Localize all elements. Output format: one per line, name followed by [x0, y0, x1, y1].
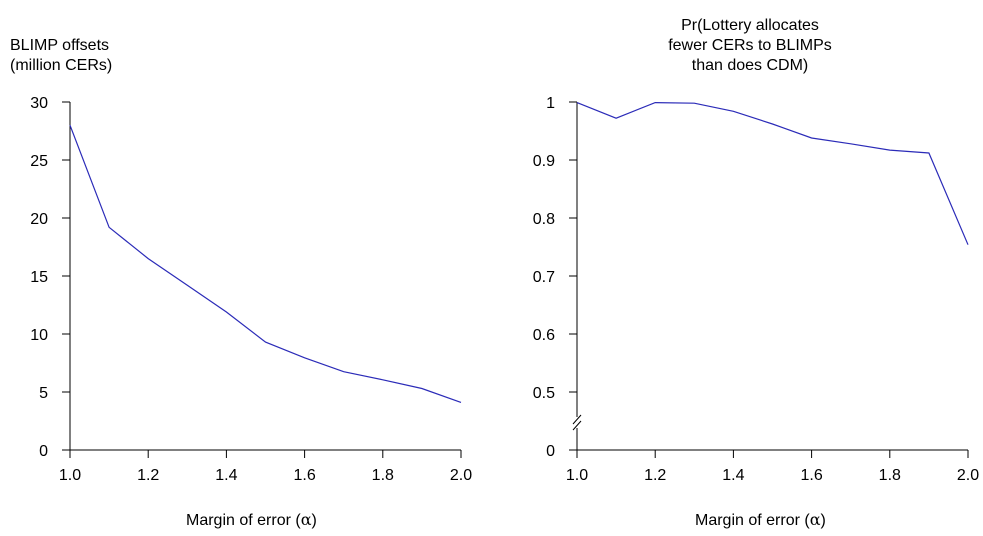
- left-y-tick-label: 25: [30, 153, 48, 170]
- right-y-tick-label: 0.5: [533, 385, 555, 402]
- left-x-tick-label: 1.2: [137, 467, 159, 484]
- left-y-tick-label: 0: [39, 443, 48, 460]
- left-x-tick-label: 1.4: [215, 467, 237, 484]
- left-x-tick-label: 1.6: [293, 467, 315, 484]
- left-x-tick-label: 1.0: [59, 467, 81, 484]
- right-y-axis-label: Pr(Lottery allocates fewer CERs to BLIMP…: [668, 17, 832, 74]
- right-axis-break-mark-2: [572, 420, 582, 431]
- left-y-tick-label: 15: [30, 269, 48, 286]
- right-axis-break-mark-1: [572, 414, 582, 425]
- right-x-axis-label-suffix: ): [820, 512, 826, 529]
- right-x-axis-label: Margin of error (α): [695, 510, 826, 530]
- right-x-tick-label: 1.0: [566, 467, 588, 484]
- left-y-axis-label: BLIMP offsets (million CERs): [10, 37, 113, 74]
- right-y-tick-label: 0.6: [533, 327, 555, 344]
- left-x-axis-label-suffix: ): [311, 512, 317, 529]
- right-x-tick-label: 1.2: [644, 467, 666, 484]
- right-y-tick-label: 1: [546, 95, 555, 112]
- right-x-tick-label: 1.8: [879, 467, 901, 484]
- left-y-tick-label: 20: [30, 211, 48, 228]
- left-y-tick-label: 30: [30, 95, 48, 112]
- right-x-tick-label: 1.4: [722, 467, 744, 484]
- right-y-tick-label: 0.9: [533, 153, 555, 170]
- left-x-tick-label: 2.0: [450, 467, 472, 484]
- right-y-tick-label: 0.7: [533, 269, 555, 286]
- left-series-line: [69, 124, 462, 403]
- right-chart-panel: 0 0.5 0.6 0.7 0.8 0.9 1 1.0 1.2 1.4 1.6 1.8 2.0: [533, 95, 979, 484]
- left-chart-panel: 0 5 10 15 20 25 30 1.0 1.2 1.4 1.6 1.8 2.0: [30, 95, 472, 484]
- right-y-tick-label: 0: [546, 443, 555, 460]
- right-y-tick-label: 0.8: [533, 211, 555, 228]
- left-x-tick-label: 1.8: [372, 467, 394, 484]
- right-x-tick-label: 1.6: [800, 467, 822, 484]
- left-y-tick-label: 5: [39, 385, 48, 402]
- left-x-axis-alpha-symbol: α: [300, 510, 312, 529]
- left-x-axis-label-prefix: Margin of error (: [186, 512, 301, 529]
- left-x-axis-label: Margin of error (α): [186, 510, 317, 530]
- right-x-axis-alpha-symbol: α: [809, 510, 821, 529]
- left-y-tick-label: 10: [30, 327, 48, 344]
- right-x-axis-label-prefix: Margin of error (: [695, 512, 810, 529]
- right-series-line: [576, 101, 969, 245]
- right-x-tick-label: 2.0: [957, 467, 979, 484]
